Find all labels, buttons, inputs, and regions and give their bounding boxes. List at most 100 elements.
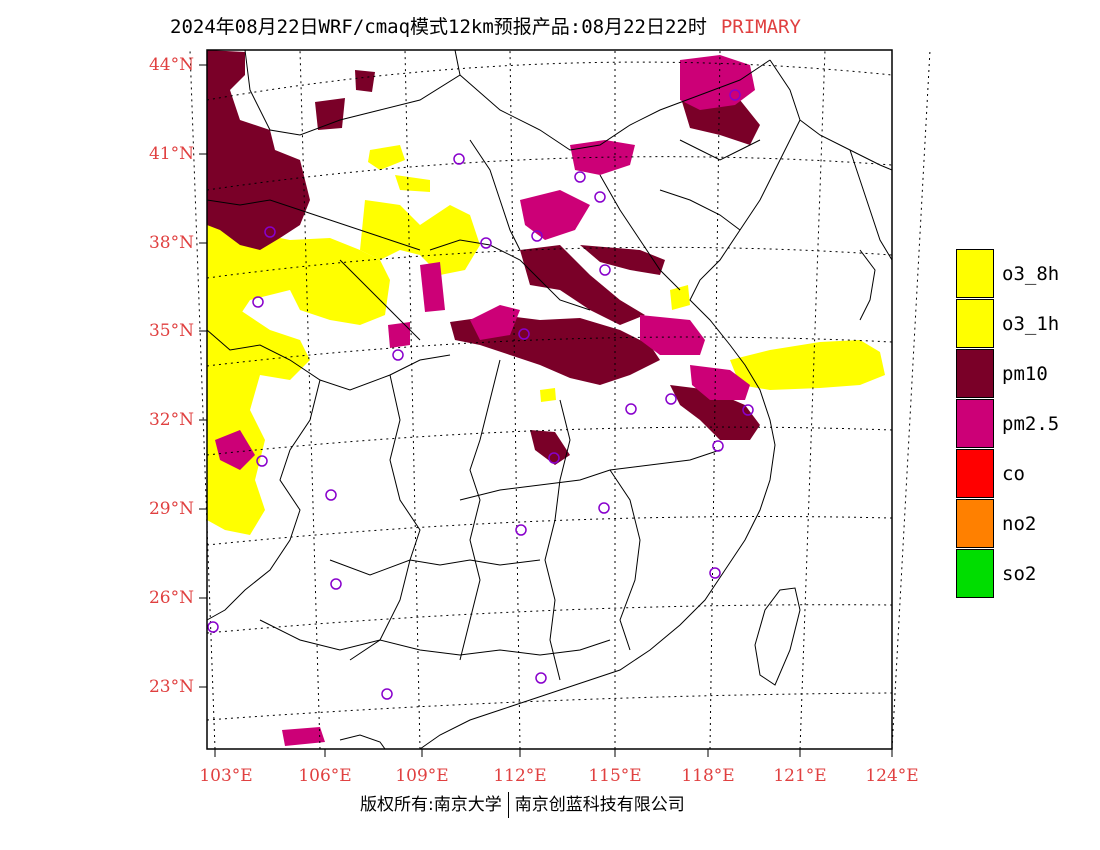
lat-label: 32°N <box>148 410 194 430</box>
axis-ticks <box>199 64 893 757</box>
station-marker <box>574 171 586 183</box>
station-marker <box>598 502 610 514</box>
copyright-left: 版权所有:南京大学 <box>360 795 502 815</box>
legend-swatch <box>956 249 994 298</box>
legend-item-co: co <box>956 449 1096 499</box>
lat-label: 41°N <box>148 144 194 164</box>
station-marker <box>207 621 219 633</box>
station-markers <box>207 89 754 700</box>
legend-swatch <box>956 349 994 398</box>
station-marker <box>392 349 404 361</box>
legend-swatch <box>956 449 994 498</box>
lon-label: 121°E <box>773 766 827 786</box>
legend-label: pm2.5 <box>1002 413 1060 435</box>
legend-item-so2: so2 <box>956 549 1096 599</box>
station-marker <box>709 567 721 579</box>
copyright-footer: 版权所有:南京大学 南京创蓝科技有限公司 <box>360 790 685 818</box>
station-marker <box>712 440 724 452</box>
graticule <box>189 49 931 750</box>
station-marker <box>515 524 527 536</box>
station-marker <box>480 237 492 249</box>
lat-label: 35°N <box>148 321 194 341</box>
lon-label: 112°E <box>493 766 547 786</box>
legend-label: pm10 <box>1002 363 1048 385</box>
pm25-region-south <box>282 727 325 746</box>
station-marker <box>531 230 543 242</box>
legend-item-o3-1h: o3_1h <box>956 299 1096 349</box>
legend-swatch <box>956 299 994 348</box>
legend-label: o3_1h <box>1002 313 1060 335</box>
legend-label: no2 <box>1002 513 1037 535</box>
legend-swatch <box>956 399 994 448</box>
footer-separator <box>507 792 509 818</box>
ozone-region-small-4 <box>540 388 556 402</box>
pm25-region-sw <box>215 430 255 470</box>
lon-label: 103°E <box>199 766 253 786</box>
map-title-text: 2024年08月22日WRF/cmaq模式12km预报产品:08月22日22时 <box>170 16 707 38</box>
lon-label: 118°E <box>681 766 735 786</box>
legend-label: so2 <box>1002 563 1037 585</box>
pm25-region-west-2 <box>388 322 410 348</box>
lon-label: 109°E <box>395 766 449 786</box>
lat-label: 29°N <box>148 499 194 519</box>
pm25-region-northeast <box>680 55 755 110</box>
lat-label: 23°N <box>148 677 194 697</box>
station-marker <box>599 264 611 276</box>
pm25-region-central <box>470 305 520 340</box>
legend: o3_8h o3_1h pm10 pm2.5 co no2 so2 <box>956 249 1096 599</box>
station-marker <box>729 89 741 101</box>
copyright-right: 南京创蓝科技有限公司 <box>514 795 685 815</box>
ozone-region-small-3 <box>670 285 690 310</box>
ozone-region-north <box>360 200 480 275</box>
pm10-region-north-china <box>580 245 665 275</box>
pm10-region-north-spot-2 <box>355 70 375 92</box>
pm10-region-central-2 <box>520 245 645 325</box>
station-marker <box>252 296 264 308</box>
pm10-region-northwest <box>207 50 310 250</box>
legend-label: co <box>1002 463 1025 485</box>
station-marker <box>264 226 276 238</box>
station-marker <box>742 404 754 416</box>
pm25-region-west-1 <box>420 262 445 312</box>
station-marker <box>665 393 677 405</box>
legend-item-no2: no2 <box>956 499 1096 549</box>
station-marker <box>535 672 547 684</box>
legend-item-o3-8h: o3_8h <box>956 249 1096 299</box>
station-marker <box>256 455 268 467</box>
station-marker <box>330 578 342 590</box>
station-marker <box>453 153 465 165</box>
map-frame <box>206 49 893 750</box>
legend-swatch <box>956 499 994 548</box>
lat-label: 38°N <box>148 233 194 253</box>
lon-label: 106°E <box>298 766 352 786</box>
primary-tag: PRIMARY <box>720 16 801 38</box>
lat-label: 44°N <box>148 55 194 75</box>
lon-label: 115°E <box>588 766 642 786</box>
pm10-region-north-spot <box>315 98 345 130</box>
pm25-region-north <box>520 190 590 240</box>
pm25-region-yangtze <box>690 365 750 400</box>
boundaries <box>206 49 893 750</box>
legend-item-pm10: pm10 <box>956 349 1096 399</box>
ozone-region-sw <box>207 300 310 535</box>
legend-label: o3_8h <box>1002 263 1060 285</box>
station-marker <box>594 191 606 203</box>
legend-swatch <box>956 549 994 598</box>
map-title: 2024年08月22日WRF/cmaq模式12km预报产品:08月22日22时 P… <box>170 12 801 39</box>
ozone-region-east-sea <box>730 340 885 390</box>
station-marker <box>381 688 393 700</box>
ozone-region-small-2 <box>395 175 430 192</box>
ozone-region-small-1 <box>368 145 405 170</box>
station-marker <box>518 328 530 340</box>
station-marker <box>325 489 337 501</box>
ozone-region-west <box>207 225 390 330</box>
map-plot-area <box>189 49 931 750</box>
station-marker <box>548 452 560 464</box>
lon-label: 124°E <box>865 766 919 786</box>
legend-item-pm25: pm2.5 <box>956 399 1096 449</box>
lat-label: 26°N <box>148 588 194 608</box>
pm10-region-hubei <box>530 430 570 465</box>
station-marker <box>625 403 637 415</box>
pm25-region-east <box>640 315 705 355</box>
